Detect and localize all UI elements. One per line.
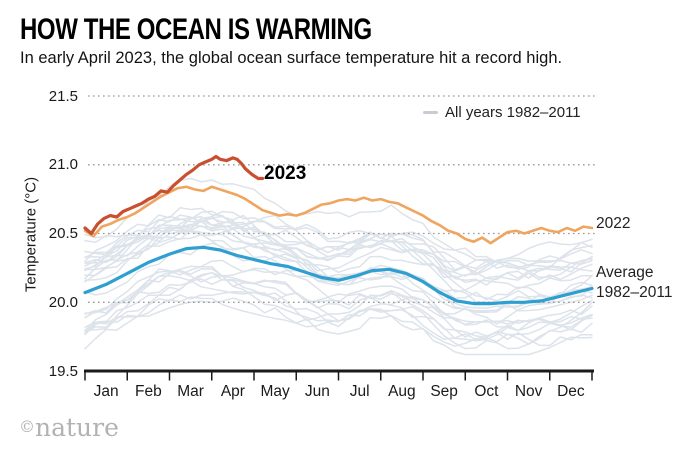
x-tick-label: Oct <box>474 383 499 400</box>
legend-line-swatch <box>423 111 438 114</box>
page-title: HOW THE OCEAN IS WARMING <box>20 13 372 46</box>
annotation-average-line1: Average <box>596 264 654 281</box>
x-tick-label: Jul <box>349 383 370 400</box>
x-tick-label: Jan <box>93 383 119 400</box>
line-average-1982-2011 <box>83 245 594 306</box>
x-tick-label: May <box>260 383 290 400</box>
year-line <box>84 210 593 272</box>
line-2023 <box>83 154 265 236</box>
x-tick-label: Dec <box>557 383 585 400</box>
legend: All years 1982–2011 <box>423 104 581 121</box>
x-tick-label: Mar <box>177 383 204 400</box>
y-tick-label: 20.5 <box>48 225 78 242</box>
x-tick-label: Jun <box>304 383 330 400</box>
x-tick-label: Feb <box>135 383 162 400</box>
year-line <box>84 214 593 271</box>
y-tick-label: 21.5 <box>48 87 78 105</box>
year-line <box>84 278 593 350</box>
series-lines <box>83 154 594 306</box>
y-tick-label: 19.5 <box>48 362 78 380</box>
year-line <box>84 265 593 334</box>
year-line <box>84 219 593 293</box>
x-axis <box>84 369 594 381</box>
y-tick-label: 21.0 <box>48 156 78 174</box>
legend-label: All years 1982–2011 <box>445 104 581 121</box>
copyright-symbol: © <box>19 417 35 436</box>
y-tick-label: 20.0 <box>48 293 78 311</box>
nature-logo: ©nature <box>19 413 119 442</box>
year-line <box>84 220 593 276</box>
x-tick-label: Aug <box>388 383 416 400</box>
all-years-lines <box>84 177 593 356</box>
year-line <box>84 225 593 277</box>
page-subtitle: In early April 2023, the global ocean su… <box>20 49 563 67</box>
x-tick-label: Apr <box>220 383 245 400</box>
year-line <box>84 207 593 290</box>
x-tick-label: Sep <box>430 383 458 400</box>
year-line <box>84 259 593 325</box>
annotation-2022: 2022 <box>596 215 631 232</box>
year-line <box>84 215 593 301</box>
annotation-2023: 2023 <box>264 163 307 184</box>
annotation-average-line2: 1982–2011 <box>596 284 673 301</box>
nature-wordmark: nature <box>35 413 119 442</box>
year-line <box>84 275 593 339</box>
x-tick-label: Nov <box>514 383 543 400</box>
year-line <box>84 271 593 347</box>
year-line <box>84 291 593 356</box>
annotation-average: Average 1982–2011 <box>596 263 672 303</box>
year-line <box>84 177 593 269</box>
